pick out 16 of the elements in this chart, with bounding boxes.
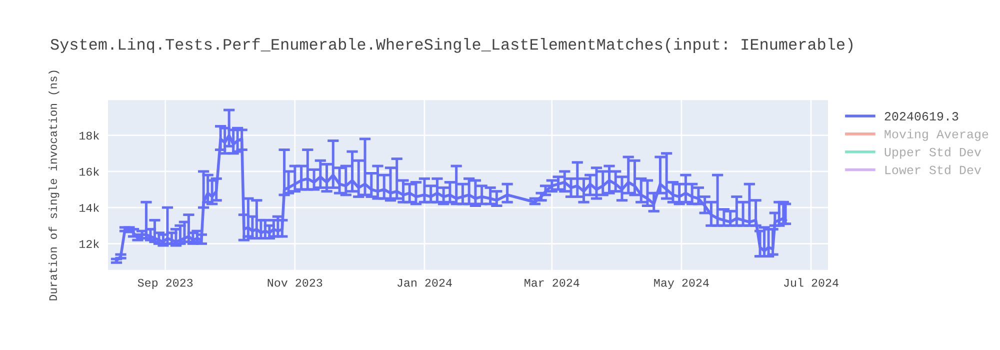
x-tick-label: Jul 2024 [784, 278, 838, 287]
x-tick-label: Sep 2023 [138, 278, 193, 290]
legend-label: Upper Std Dev [884, 147, 982, 159]
y-tick-label: 16k [80, 167, 100, 176]
x-tick-label: Mar 2024 [524, 278, 580, 287]
chart-title: System.Linq.Tests.Perf_Enumerable.WhereSingle_LastElementMatches(input: IEnumerable) [50, 38, 852, 53]
legend-label: 20240619.3 [884, 112, 958, 121]
y-tick-label: 12k [80, 239, 100, 248]
x-tick-label: Nov 2023 [268, 278, 322, 287]
y-tick-label: 18k [80, 131, 100, 140]
legend-label: Lower Std Dev [885, 165, 982, 174]
y-axis-title: Duration of single invocation (ns) [48, 70, 60, 300]
legend-label: Moving Average [884, 129, 988, 141]
x-tick-label: Jan 2024 [397, 278, 452, 287]
y-tick-label: 14k [80, 203, 100, 212]
x-tick-label: May 2024 [654, 278, 709, 290]
